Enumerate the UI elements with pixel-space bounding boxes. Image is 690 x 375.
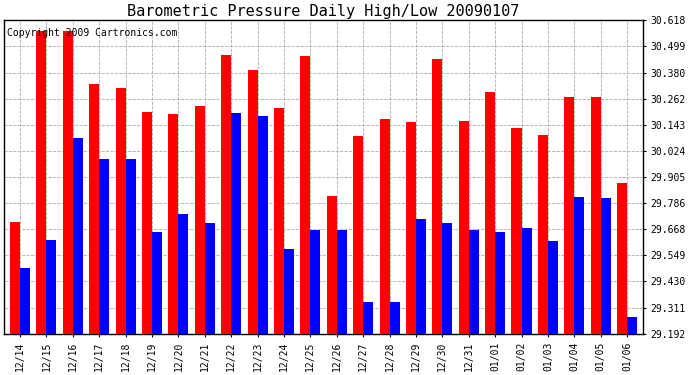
Bar <box>300 56 310 334</box>
Bar <box>433 60 442 334</box>
Bar <box>257 116 268 334</box>
Bar <box>353 136 363 334</box>
Bar <box>231 113 241 334</box>
Bar <box>363 302 373 334</box>
Bar <box>10 222 20 334</box>
Bar <box>142 112 152 334</box>
Bar <box>380 119 390 334</box>
Bar <box>511 128 522 334</box>
Bar <box>73 138 83 334</box>
Title: Barometric Pressure Daily High/Low 20090107: Barometric Pressure Daily High/Low 20090… <box>128 4 520 19</box>
Bar <box>416 219 426 334</box>
Bar <box>89 84 99 334</box>
Bar <box>284 249 294 334</box>
Bar <box>442 223 453 334</box>
Bar <box>205 223 215 334</box>
Bar <box>37 31 46 334</box>
Bar <box>168 114 179 334</box>
Bar <box>337 230 347 334</box>
Bar <box>591 97 601 334</box>
Bar <box>495 232 505 334</box>
Bar <box>601 198 611 334</box>
Bar <box>179 214 188 334</box>
Bar <box>485 93 495 334</box>
Bar <box>310 230 320 334</box>
Text: Copyright 2009 Cartronics.com: Copyright 2009 Cartronics.com <box>8 28 178 38</box>
Bar <box>99 159 109 334</box>
Bar <box>459 121 469 334</box>
Bar <box>115 88 126 334</box>
Bar <box>390 302 400 334</box>
Bar <box>195 106 205 334</box>
Bar <box>152 232 162 334</box>
Bar <box>406 122 416 334</box>
Bar <box>564 97 574 334</box>
Bar <box>126 159 136 334</box>
Bar <box>574 197 584 334</box>
Bar <box>46 240 57 334</box>
Bar <box>20 268 30 334</box>
Bar <box>274 108 284 334</box>
Bar <box>221 55 231 334</box>
Bar <box>248 70 257 334</box>
Bar <box>538 135 548 334</box>
Bar <box>63 31 73 334</box>
Bar <box>522 228 531 334</box>
Bar <box>617 183 627 334</box>
Bar <box>627 316 637 334</box>
Bar <box>548 241 558 334</box>
Bar <box>469 230 479 334</box>
Bar <box>327 196 337 334</box>
